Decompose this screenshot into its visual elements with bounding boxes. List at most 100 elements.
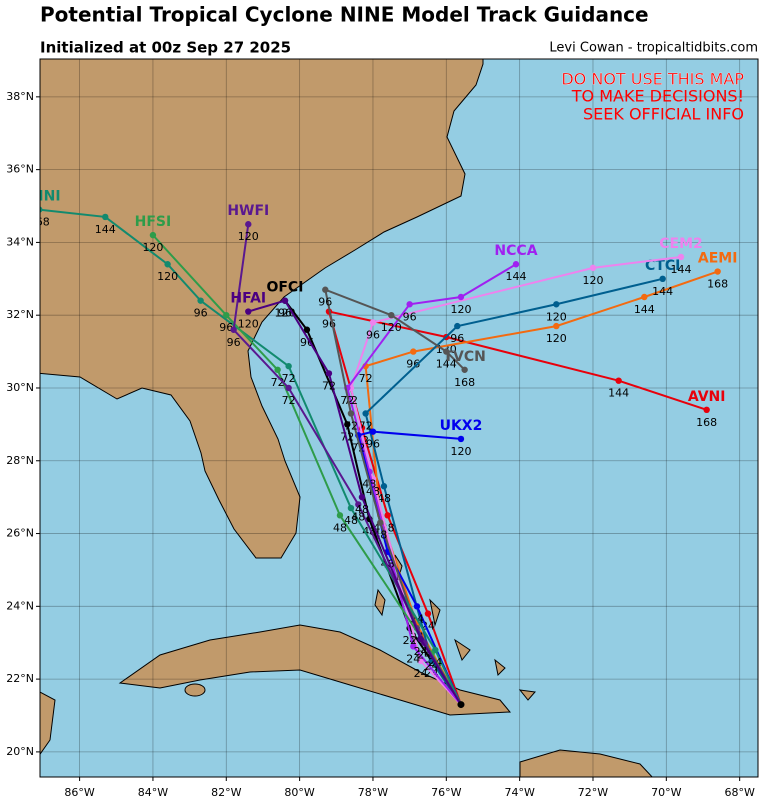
y-tick-label: 28°N [6, 454, 34, 467]
x-tick-label: 68°W [724, 786, 754, 799]
map-area: 24487296120OFCI24487296120144168AVNI2448… [18, 59, 758, 777]
tracks: 24487296120OFCI24487296120144168AVNI2448… [18, 189, 738, 709]
track-point [703, 406, 710, 414]
track-point [230, 326, 237, 333]
x-tick-label: 86°W [64, 786, 94, 799]
track-point [714, 268, 721, 275]
model-label: NCCA [494, 243, 537, 259]
forecast-hour-label: 96 [300, 336, 314, 349]
track-line [364, 270, 718, 706]
track-point [303, 326, 311, 333]
track-point [223, 311, 230, 319]
track-point [410, 348, 417, 355]
credit: Levi Cowan - tropicaltidbits.com [549, 41, 758, 56]
forecast-hour-label: 72 [322, 379, 336, 392]
y-tick-label: 38°N [6, 90, 34, 103]
track-line [232, 224, 462, 706]
model-label: HMNI [18, 189, 61, 205]
track-point [410, 643, 417, 650]
track-line [327, 310, 707, 705]
track-point [285, 362, 292, 370]
track-point [336, 512, 344, 519]
forecast-hour-label: 120 [450, 445, 471, 458]
forecast-hour-label: 24 [406, 652, 420, 665]
forecast-hour-label: 48 [344, 514, 358, 527]
warning-line: DO NOT USE THIS MAP [561, 70, 744, 89]
forecast-hour-label: 96 [278, 307, 292, 320]
track-point [413, 603, 421, 610]
track-point [40, 206, 43, 213]
forecast-hour-label: 96 [450, 332, 464, 345]
grid [40, 59, 758, 777]
y-tick-label: 32°N [6, 308, 34, 321]
forecast-hour-label: 96 [194, 307, 208, 320]
model-label: TVCN [443, 349, 485, 365]
track-point [344, 421, 351, 428]
y-tick-label: 22°N [6, 672, 34, 685]
model-label: HWFI [227, 203, 269, 219]
y-tick-label: 34°N [6, 235, 34, 248]
forecast-hour-label: 48 [355, 503, 369, 516]
forecast-hour-label: 144 [505, 270, 526, 283]
x-tick-label: 78°W [358, 786, 388, 799]
track-point [553, 301, 560, 308]
track-point [417, 657, 424, 665]
forecast-hour-label: 168 [707, 278, 728, 291]
track-point [369, 428, 377, 435]
track-point [358, 493, 366, 501]
forecast-hour-label: 120 [546, 332, 567, 345]
track-point [424, 610, 432, 617]
track-point [281, 297, 289, 304]
track-point [417, 635, 424, 643]
forecast-hour-label: 72 [282, 394, 296, 407]
model-label: HFAI [230, 291, 266, 307]
y-tick-label: 30°N [6, 381, 34, 394]
model-label: AEMI [698, 251, 738, 267]
forecast-hour-label: 96 [403, 310, 417, 323]
track-point [322, 286, 329, 293]
track-point [369, 319, 377, 326]
forecast-hour-label: 120 [582, 274, 603, 287]
forecast-hour-label: 144 [95, 223, 116, 236]
x-tick-label: 84°W [138, 786, 168, 799]
track-point [512, 261, 520, 268]
track-point [406, 301, 413, 308]
forecast-hour-label: 96 [366, 438, 380, 451]
forecast-hour-label: 120 [142, 241, 163, 254]
track-point [377, 519, 384, 526]
forecast-hour-label: 48 [377, 492, 391, 505]
forecast-hour-label: 120 [381, 321, 402, 334]
forecast-hour-label: 24 [414, 667, 428, 680]
origin-point [457, 701, 465, 709]
track-point [457, 435, 465, 443]
track-point [454, 322, 461, 330]
track-point [245, 308, 252, 315]
track-point [355, 501, 362, 508]
model-label: CTCI [645, 258, 680, 274]
y-tick-label: 24°N [6, 599, 34, 612]
cuba [118, 624, 512, 716]
track-point [553, 322, 560, 330]
y-tick-label: 36°N [6, 163, 34, 176]
warning-line: TO MAKE DECISIONS! [571, 87, 744, 106]
forecast-hour-label: 72 [359, 419, 373, 432]
isle-of-youth [184, 683, 206, 697]
track-point [197, 297, 204, 304]
subtitle: Initialized at 00z Sep 27 2025 [40, 39, 291, 57]
forecast-hour-label: 48 [351, 510, 365, 523]
track-point [347, 504, 355, 512]
y-tick-label: 20°N [6, 745, 34, 758]
y-tick-label: 26°N [6, 527, 34, 540]
forecast-hour-label: 96 [227, 336, 241, 349]
hispaniola [519, 749, 653, 777]
forecast-hour-label: 120 [238, 318, 259, 331]
forecast-hour-label: 120 [238, 230, 259, 243]
track-point [659, 275, 666, 283]
model-label: UKX2 [440, 418, 483, 434]
track-point [677, 253, 685, 261]
yucatan [40, 691, 56, 756]
track-point [457, 293, 465, 301]
track-point [615, 377, 622, 384]
forecast-hour-label: 48 [333, 521, 347, 534]
